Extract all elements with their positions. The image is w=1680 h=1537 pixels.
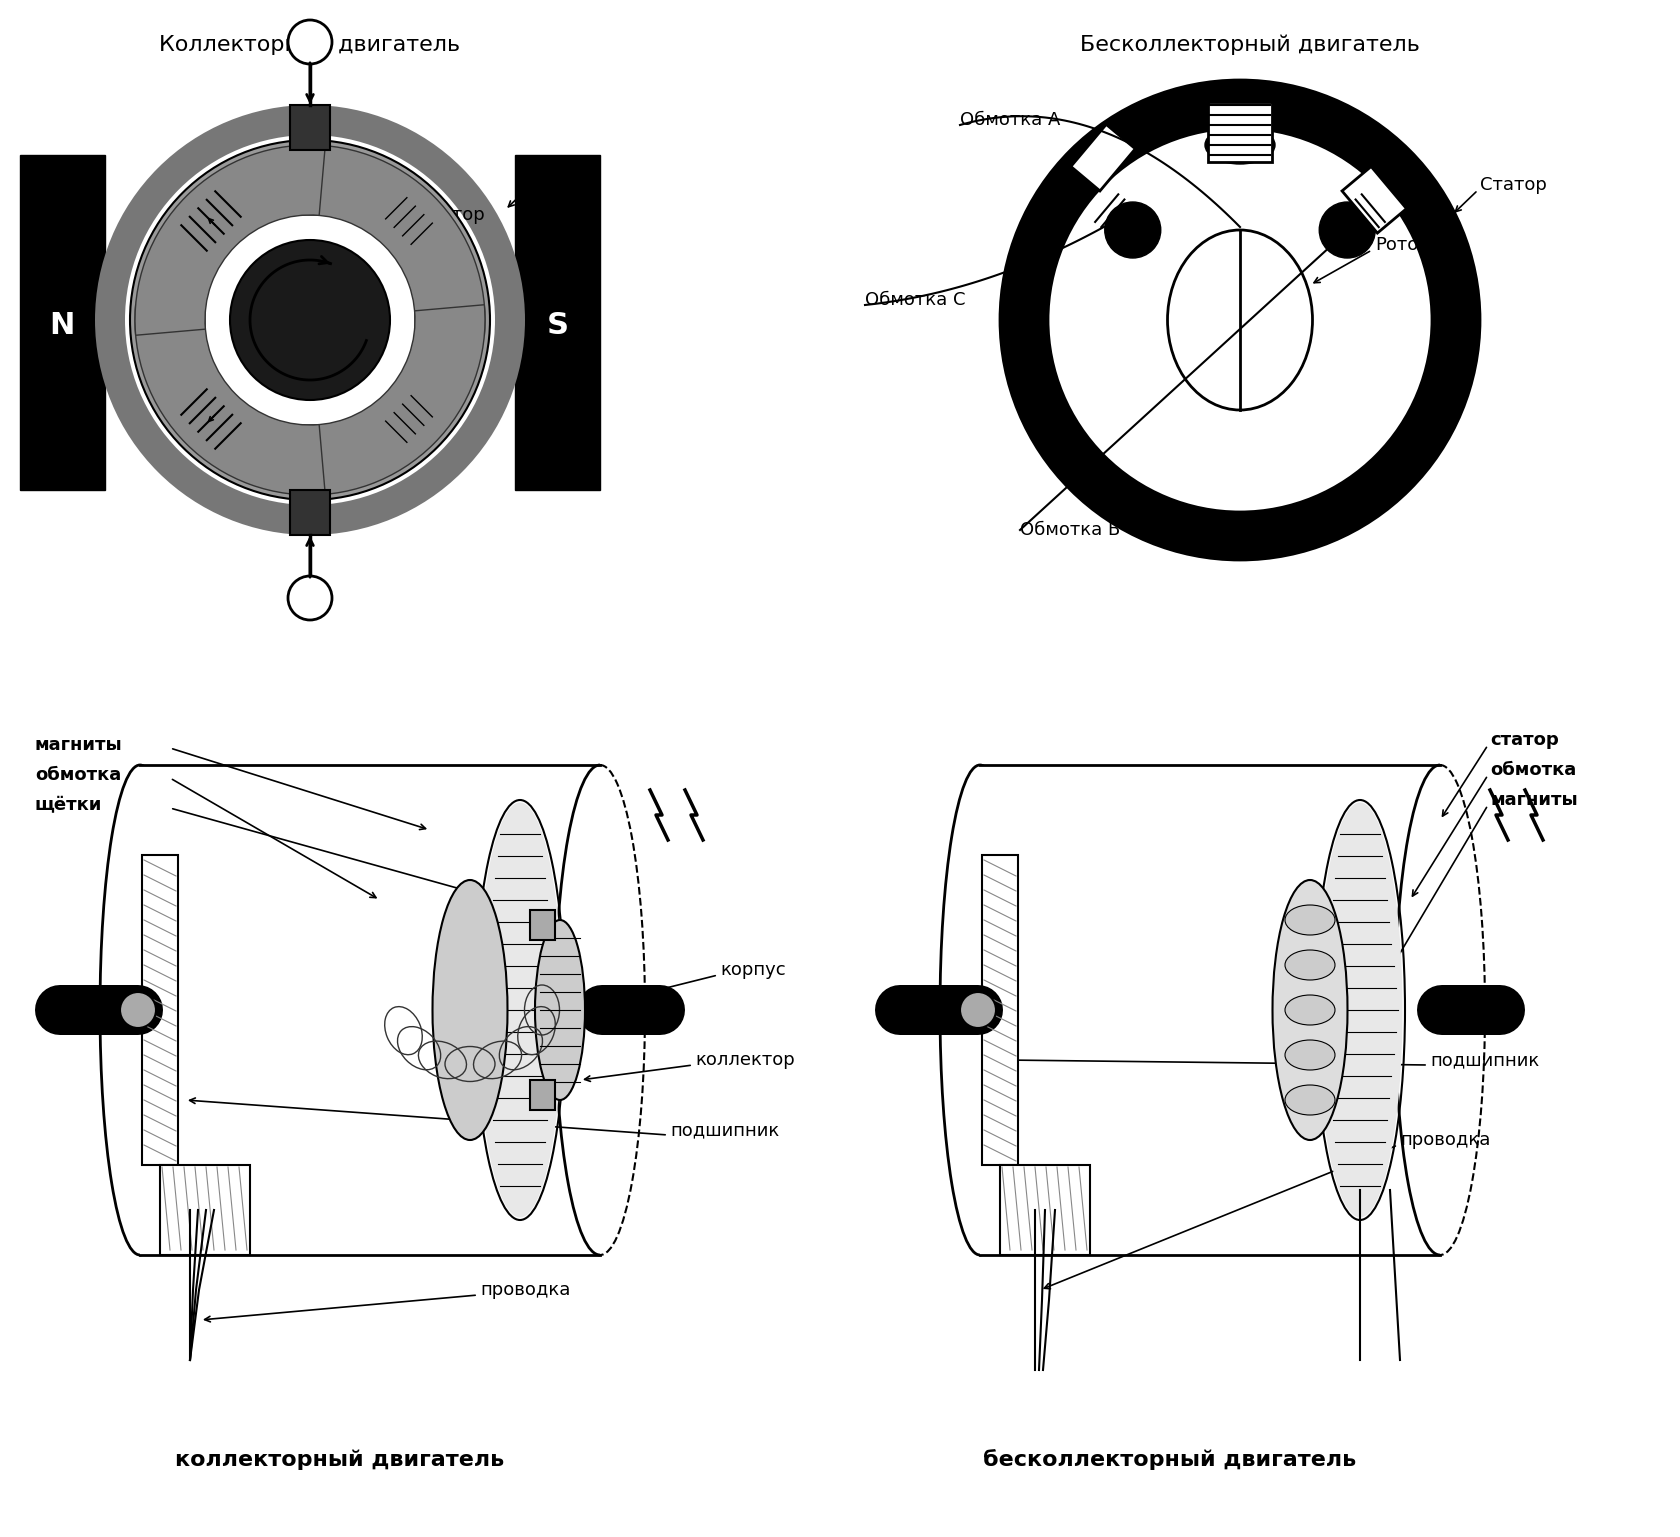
Text: Бесколлекторный двигатель: Бесколлекторный двигатель — [1080, 35, 1420, 55]
Ellipse shape — [1168, 231, 1312, 410]
Text: подшипник: подшипник — [1430, 1051, 1539, 1070]
Text: Обмотка А: Обмотка А — [959, 111, 1060, 129]
Ellipse shape — [534, 921, 585, 1100]
Ellipse shape — [1285, 950, 1336, 981]
Circle shape — [287, 20, 333, 65]
Circle shape — [1105, 201, 1161, 258]
Text: S: S — [548, 310, 570, 340]
Text: магниты: магниты — [35, 736, 123, 755]
Wedge shape — [134, 304, 326, 495]
Text: Обмотка В: Обмотка В — [1020, 521, 1121, 539]
Bar — [143, 855, 178, 1165]
Circle shape — [1000, 80, 1480, 559]
Circle shape — [124, 135, 496, 506]
Circle shape — [155, 164, 465, 475]
Text: N: N — [49, 310, 74, 340]
Bar — [983, 855, 1018, 1165]
Circle shape — [287, 576, 333, 619]
Text: −: − — [299, 584, 321, 612]
Text: проводка: проводка — [1399, 1131, 1490, 1150]
Circle shape — [129, 140, 491, 500]
Text: обмотка: обмотка — [1490, 761, 1576, 779]
Bar — [291, 105, 329, 151]
Text: статор: статор — [1490, 732, 1559, 749]
Text: бесколлекторный двигатель: бесколлекторный двигатель — [983, 1449, 1357, 1471]
Ellipse shape — [1317, 802, 1403, 1217]
Bar — [1070, 124, 1136, 191]
Text: Ротор: Ротор — [430, 206, 486, 224]
Ellipse shape — [1285, 1085, 1336, 1114]
Ellipse shape — [1285, 994, 1336, 1025]
Ellipse shape — [941, 765, 1020, 1256]
Circle shape — [230, 240, 390, 400]
Bar — [529, 910, 554, 941]
Text: S: S — [1260, 310, 1277, 330]
Circle shape — [210, 220, 410, 420]
Ellipse shape — [101, 765, 180, 1256]
Text: Ротор: Ротор — [1374, 237, 1430, 254]
Circle shape — [1048, 128, 1431, 512]
Bar — [291, 490, 329, 535]
Polygon shape — [516, 155, 600, 490]
Bar — [160, 1165, 250, 1256]
Text: проводка: проводка — [480, 1280, 571, 1299]
Bar — [529, 1081, 554, 1110]
Ellipse shape — [1285, 905, 1336, 934]
Bar — [1342, 166, 1406, 234]
Text: обмотка: обмотка — [35, 765, 121, 784]
Text: Обмотка С: Обмотка С — [865, 290, 966, 309]
Ellipse shape — [477, 802, 563, 1217]
Bar — [1000, 1165, 1090, 1256]
Polygon shape — [139, 765, 600, 1256]
Ellipse shape — [1205, 126, 1275, 164]
Text: коллектор: коллектор — [696, 1051, 795, 1070]
Wedge shape — [294, 144, 486, 335]
Wedge shape — [134, 144, 326, 335]
Text: коллекторный двигатель: коллекторный двигатель — [175, 1449, 504, 1471]
Ellipse shape — [432, 881, 507, 1140]
Ellipse shape — [1285, 1041, 1336, 1070]
Text: щётки: щётки — [35, 796, 102, 815]
Circle shape — [1319, 201, 1376, 258]
Text: Статор: Статор — [1480, 177, 1547, 194]
Circle shape — [959, 991, 996, 1028]
Text: магниты: магниты — [1490, 792, 1578, 808]
Polygon shape — [979, 765, 1440, 1256]
Polygon shape — [20, 155, 104, 490]
Text: корпус: корпус — [721, 961, 786, 979]
Text: Статор: Статор — [529, 177, 596, 194]
Wedge shape — [294, 304, 486, 495]
Text: +: + — [299, 31, 321, 54]
Circle shape — [96, 105, 526, 535]
Bar — [1208, 101, 1272, 161]
Circle shape — [119, 991, 156, 1028]
Text: N: N — [1203, 310, 1221, 330]
Text: Коллекторный двигатель: Коллекторный двигатель — [160, 35, 460, 55]
Ellipse shape — [1272, 881, 1347, 1140]
Text: подшипник: подшипник — [670, 1120, 780, 1139]
